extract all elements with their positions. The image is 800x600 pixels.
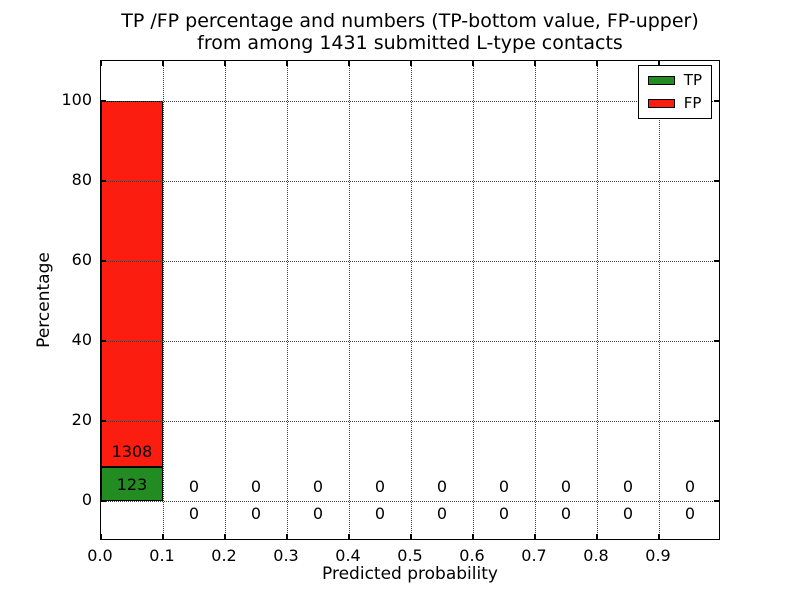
tp-count-label-bin-1: 0 [188,504,200,523]
y-tick-mark [101,500,106,502]
x-tick-mark-top [410,61,412,66]
fp-count-label-bin-8: 0 [622,476,634,496]
x-tick-label: 0.0 [87,546,113,565]
y-tick-mark-right [714,420,719,422]
x-tick-mark [224,534,226,539]
bar-fp-bin-0 [101,101,163,467]
fp-count-label-bin-0: 1308 [111,442,153,462]
x-tick-label: 0.2 [211,546,237,565]
x-tick-mark [100,534,102,539]
y-tick-label: 40 [71,330,92,349]
x-tick-label: 0.1 [149,546,175,565]
x-tick-label: 0.9 [645,546,671,565]
x-tick-mark [286,534,288,539]
y-tick-mark-right [714,260,719,262]
x-tick-label: 0.5 [397,546,423,565]
tp-count-label-bin-6: 0 [498,504,510,523]
fp-count-label-bin-5: 0 [436,476,448,496]
y-tick-mark [101,180,106,182]
tp-count-label-bin-4: 0 [374,504,386,523]
tp-count-label-bin-0: 123 [116,474,148,494]
fp-count-label-bin-3: 0 [312,476,324,496]
gridline-vertical [349,61,350,539]
x-tick-mark-top [658,61,660,66]
legend: TP FP [637,65,712,119]
gridline-vertical [597,61,598,539]
x-tick-mark [472,534,474,539]
x-tick-mark [348,534,350,539]
x-tick-label: 0.8 [583,546,609,565]
x-tick-mark-top [100,61,102,66]
fp-legend-swatch [647,99,675,108]
y-tick-label: 80 [71,170,92,189]
tp-count-label-bin-9: 0 [684,504,696,523]
y-tick-mark [101,420,106,422]
x-tick-mark [410,534,412,539]
bar-tp-bin-0 [101,466,163,501]
gridline-vertical [287,61,288,539]
x-tick-mark [534,534,536,539]
tp-count-label-bin-7: 0 [560,504,572,523]
tp-count-label-bin-2: 0 [250,504,262,523]
x-tick-label: 0.7 [521,546,547,565]
fp-count-label-bin-1: 0 [188,476,200,496]
x-tick-label: 0.3 [273,546,299,565]
x-tick-mark-top [534,61,536,66]
gridline-horizontal [101,501,719,502]
gridline-vertical [163,61,164,539]
fp-count-label-bin-9: 0 [684,476,696,496]
tp-count-label-bin-8: 0 [622,504,634,523]
x-tick-mark-top [348,61,350,66]
fp-count-label-bin-7: 0 [560,476,572,496]
x-tick-mark-top [596,61,598,66]
gridline-horizontal [101,101,719,102]
x-axis-label: Predicted probability [322,564,498,584]
y-tick-mark-right [714,500,719,502]
tp-legend-swatch [647,76,675,85]
y-tick-label: 20 [71,410,92,429]
x-tick-label: 0.4 [335,546,361,565]
fp-count-label-bin-6: 0 [498,476,510,496]
x-tick-mark-top [286,61,288,66]
x-tick-mark [658,534,660,539]
legend-label-fp: FP [683,94,702,112]
chart-title-line1: TP /FP percentage and numbers (TP-bottom… [121,10,699,32]
gridline-vertical [225,61,226,539]
y-tick-mark-right [714,180,719,182]
gridline-vertical [659,61,660,539]
chart-title: TP /FP percentage and numbers (TP-bottom… [100,10,720,54]
legend-item-tp: TP [647,71,702,89]
x-tick-mark [596,534,598,539]
chart-title-line2: from among 1431 submitted L-type contact… [197,32,623,54]
y-tick-mark-right [714,340,719,342]
x-tick-mark-top [224,61,226,66]
gridline-vertical [535,61,536,539]
gridline-horizontal [101,261,719,262]
gridline-vertical [473,61,474,539]
legend-label-tp: TP [683,71,702,89]
y-tick-label: 60 [71,250,92,269]
gridline-vertical [411,61,412,539]
gridline-horizontal [101,421,719,422]
y-tick-mark-right [714,100,719,102]
y-tick-mark [101,260,106,262]
x-tick-mark-top [472,61,474,66]
x-tick-mark-top [162,61,164,66]
tp-count-label-bin-5: 0 [436,504,448,523]
plot-area: TP FP 1308 123 0 0 0 0 0 0 0 0 0 0 0 0 0 0 0 0 0 0 [100,60,720,540]
y-tick-label: 0 [81,490,92,509]
fp-count-label-bin-4: 0 [374,476,386,496]
legend-item-fp: FP [647,94,702,112]
gridline-horizontal [101,341,719,342]
y-tick-mark [101,340,106,342]
fp-count-label-bin-2: 0 [250,476,262,496]
x-tick-label: 0.6 [459,546,485,565]
y-tick-label: 100 [61,90,92,109]
y-tick-mark [101,100,106,102]
tp-count-label-bin-3: 0 [312,504,324,523]
gridline-horizontal [101,181,719,182]
x-tick-mark [162,534,164,539]
